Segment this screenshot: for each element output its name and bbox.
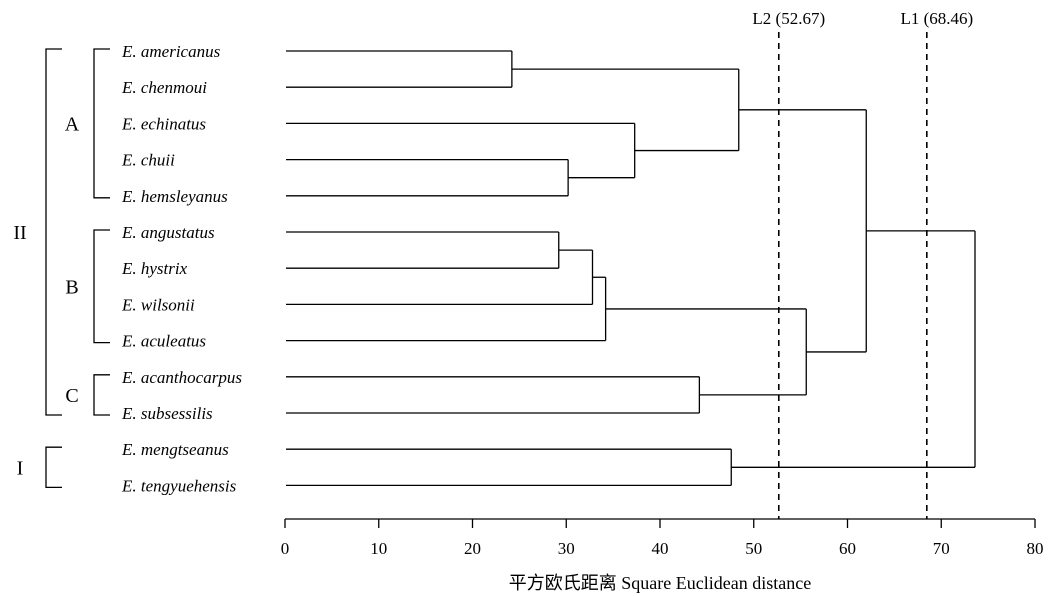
- cut-label-l2: L2 (52.67): [752, 9, 825, 28]
- leaf-label-e-chuii: E. chuii: [121, 151, 175, 170]
- x-tick-label-70: 70: [933, 539, 950, 558]
- group-bracket-c: [93, 374, 110, 416]
- x-tick-label-30: 30: [558, 539, 575, 558]
- x-tick-label-0: 0: [281, 539, 290, 558]
- leaf-label-e-aculeatus: E. aculeatus: [121, 332, 206, 351]
- group-label-a: A: [65, 113, 80, 135]
- dendrogram-branches: [286, 50, 976, 487]
- leaf-label-e-subsessilis: E. subsessilis: [121, 404, 213, 423]
- group-bracket-b: [93, 229, 110, 344]
- leaf-label-e-acanthocarpus: E. acanthocarpus: [121, 368, 242, 387]
- group-label-i: I: [17, 457, 24, 479]
- leaf-label-e-hystrix: E. hystrix: [121, 259, 188, 278]
- x-axis: 0 10 20 30 40 50 60 70 80 平方欧氏距离 Square Euclidea…: [281, 518, 1044, 593]
- group-bracket-a: [93, 48, 110, 199]
- group-bracket-ii: [45, 48, 62, 416]
- group-bracket-i: [45, 446, 62, 489]
- leaf-labels: E. americanus E. chenmoui E. echinatus E. c…: [121, 42, 242, 495]
- group-label-c: C: [65, 385, 78, 407]
- x-axis-title: 平方欧氏距离 Square Euclidean distance: [509, 573, 811, 593]
- leaf-label-e-chenmoui: E. chenmoui: [121, 78, 207, 97]
- x-axis-ticks: 0 10 20 30 40 50 60 70 80: [281, 519, 1044, 558]
- x-tick-label-20: 20: [464, 539, 481, 558]
- x-tick-label-10: 10: [370, 539, 387, 558]
- x-tick-label-80: 80: [1027, 539, 1044, 558]
- leaf-label-e-americanus: E. americanus: [121, 42, 221, 61]
- x-tick-label-50: 50: [745, 539, 762, 558]
- leaf-label-e-angustatus: E. angustatus: [121, 223, 215, 242]
- leaf-label-e-tengyuehensis: E. tengyuehensis: [121, 476, 237, 495]
- group-label-b: B: [65, 276, 78, 298]
- x-tick-label-60: 60: [839, 539, 856, 558]
- cut-lines: L2 (52.67) L1 (68.46): [752, 9, 973, 519]
- leaf-label-e-hemsleyanus: E. hemsleyanus: [121, 187, 228, 206]
- x-tick-label-40: 40: [652, 539, 669, 558]
- cut-label-l1: L1 (68.46): [900, 9, 973, 28]
- leaf-label-e-echinatus: E. echinatus: [121, 114, 206, 133]
- leaf-label-e-mengtseanus: E. mengtseanus: [121, 440, 229, 459]
- leaf-label-e-wilsonii: E. wilsonii: [121, 295, 195, 314]
- group-label-ii: II: [13, 222, 26, 244]
